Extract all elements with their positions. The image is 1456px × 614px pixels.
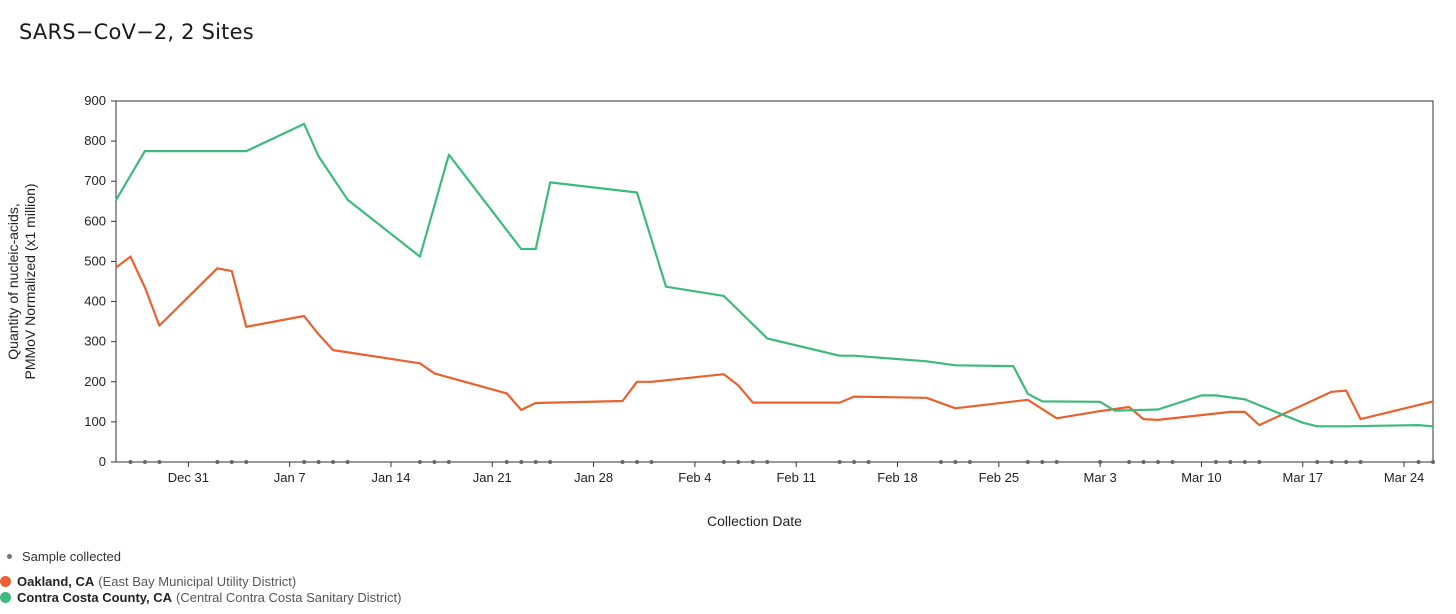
sample-marker — [345, 460, 350, 464]
legend-sample-label: Sample collected — [22, 549, 121, 564]
sample-marker — [938, 460, 943, 464]
x-tick-label: Jan 21 — [473, 470, 512, 485]
sample-marker — [316, 460, 321, 464]
legend-swatch-icon — [0, 592, 11, 603]
sample-marker — [1025, 460, 1030, 464]
y-tick-label: 500 — [84, 253, 106, 268]
sample-marker — [1228, 460, 1233, 464]
sample-marker — [432, 460, 437, 464]
y-tick-label: 200 — [84, 374, 106, 389]
x-tick-label: Mar 3 — [1084, 470, 1117, 485]
sample-marker — [215, 460, 220, 464]
y-tick-label: 100 — [84, 414, 106, 429]
sample-marker — [504, 460, 509, 464]
sample-marker — [750, 460, 755, 464]
y-tick-label: 300 — [84, 334, 106, 349]
sample-marker — [1329, 460, 1334, 464]
legend-series-contra-costa[interactable]: Contra Costa County, CA (Central Contra … — [0, 590, 401, 605]
sample-marker — [649, 460, 654, 464]
legend-series-detail: (East Bay Municipal Utility District) — [98, 574, 297, 589]
sample-marker — [1431, 460, 1435, 464]
sample-marker — [446, 460, 451, 464]
y-tick-label: 600 — [84, 213, 106, 228]
x-tick-label: Mar 24 — [1384, 470, 1424, 485]
sample-marker — [519, 460, 524, 464]
sample-marker — [1098, 460, 1103, 464]
y-axis-label: Quantity of nucleic-acids,PMMoV Normaliz… — [5, 183, 38, 379]
sample-marker — [1242, 460, 1247, 464]
sample-marker — [1416, 460, 1421, 464]
sample-marker — [142, 460, 147, 464]
sample-marker — [533, 460, 538, 464]
series-line-contra-costa — [115, 122, 1434, 428]
sample-marker — [417, 460, 422, 464]
sample-marker — [157, 460, 162, 464]
sample-marker — [620, 460, 625, 464]
x-tick-label: Mar 17 — [1283, 470, 1323, 485]
plot-frame — [115, 100, 1434, 463]
sample-marker — [1344, 460, 1349, 464]
sample-marker — [1358, 460, 1363, 464]
x-tick-label: Feb 4 — [678, 470, 711, 485]
sample-marker — [721, 460, 726, 464]
sample-marker — [953, 460, 958, 464]
sample-marker — [1141, 460, 1146, 464]
chart-title: SARS−CoV−2, 2 Sites — [19, 20, 254, 44]
x-tick-label: Feb 11 — [776, 470, 816, 485]
legend-series-name: Oakland, CA — [17, 574, 95, 589]
sample-marker — [548, 460, 553, 464]
legend-series-oakland[interactable]: Oakland, CA (East Bay Municipal Utility … — [0, 574, 296, 589]
x-tick-label: Feb 25 — [979, 470, 1019, 485]
legend-swatch-icon — [0, 576, 11, 587]
y-tick-label: 900 — [84, 93, 106, 108]
sample-marker — [866, 460, 871, 464]
sample-marker — [1170, 460, 1175, 464]
x-tick-label: Mar 10 — [1181, 470, 1221, 485]
sample-dot-icon — [7, 554, 12, 559]
x-tick-label: Dec 31 — [168, 470, 209, 485]
y-tick-label: 700 — [84, 173, 106, 188]
series-line-oakland — [115, 255, 1434, 427]
legend-series-name: Contra Costa County, CA — [17, 590, 173, 605]
y-tick-label: 800 — [84, 133, 106, 148]
x-axis-label: Collection Date — [707, 513, 802, 529]
sample-marker — [967, 460, 972, 464]
sample-marker — [1257, 460, 1262, 464]
sample-marker — [1315, 460, 1320, 464]
x-tick-label: Feb 18 — [877, 470, 917, 485]
sample-marker — [765, 460, 770, 464]
sample-marker — [1156, 460, 1161, 464]
sample-marker — [244, 460, 249, 464]
y-tick-label: 0 — [99, 454, 106, 469]
sample-marker — [852, 460, 857, 464]
sample-marker — [1054, 460, 1059, 464]
sample-marker — [128, 460, 133, 464]
sample-marker — [1040, 460, 1045, 464]
line-chart: 0 100 200 300 400 500 600 700 800 900 Dec 31 Jan 7 J… — [5, 93, 1435, 529]
sample-marker — [229, 460, 234, 464]
sample-marker — [302, 460, 307, 464]
sample-marker — [837, 460, 842, 464]
x-tick-label: Jan 14 — [371, 470, 410, 485]
sample-marker — [331, 460, 336, 464]
sample-marker — [635, 460, 640, 464]
x-tick-label: Jan 7 — [274, 470, 306, 485]
legend-sample: Sample collected — [7, 549, 121, 564]
y-tick-label: 400 — [84, 294, 106, 309]
sample-marker — [1213, 460, 1218, 464]
legend-series-detail: (Central Contra Costa Sanitary District) — [176, 590, 402, 605]
sample-marker — [736, 460, 741, 464]
x-tick-label: Jan 28 — [574, 470, 613, 485]
sample-marker — [1127, 460, 1132, 464]
